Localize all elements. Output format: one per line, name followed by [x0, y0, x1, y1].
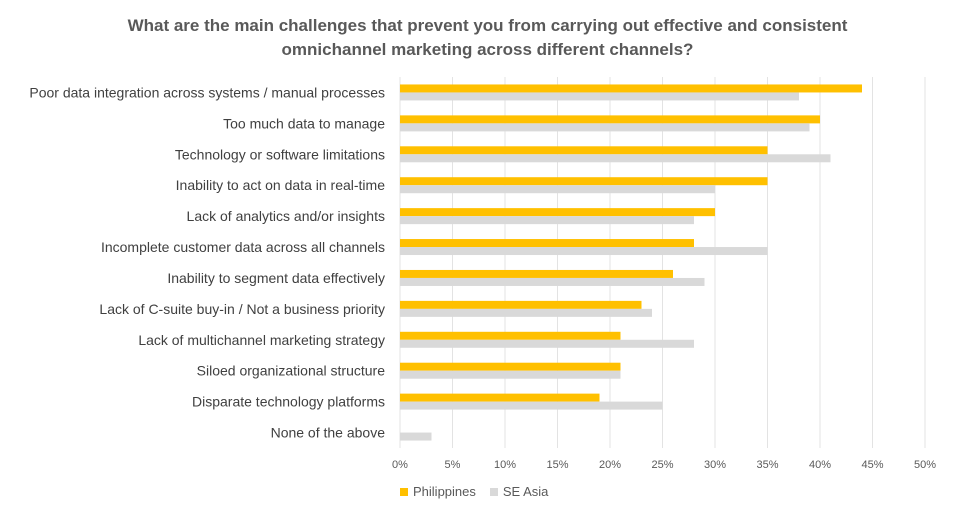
legend-item-philippines: Philippines [400, 484, 476, 499]
bar-philippines [400, 331, 621, 340]
category-label: Inability to act on data in real-time [176, 177, 386, 193]
chart-title-line: What are the main challenges that preven… [127, 16, 848, 35]
bar-se-asia [400, 154, 831, 163]
bar-philippines [400, 177, 768, 186]
x-tick-label: 30% [704, 459, 726, 471]
legend-swatch [489, 487, 498, 496]
x-tick-label: 45% [861, 459, 883, 471]
bar-philippines [400, 300, 642, 309]
x-tick-label: 10% [494, 459, 516, 471]
x-tick-label: 25% [651, 459, 673, 471]
category-label: Lack of C-suite buy-in / Not a business … [99, 301, 385, 317]
bar-philippines [400, 362, 621, 371]
bar-philippines [400, 269, 673, 278]
bar-se-asia [400, 247, 768, 256]
x-tick-label: 5% [445, 459, 461, 471]
bar-philippines [400, 115, 820, 124]
legend-item-se-asia: SE Asia [489, 484, 549, 499]
chart-title: What are the main challenges that preven… [0, 14, 975, 62]
legend: Philippines SE Asia [400, 484, 548, 499]
bar-philippines [400, 239, 694, 248]
category-label: Poor data integration across systems / m… [29, 84, 385, 100]
bar-se-asia [400, 308, 652, 317]
bar-se-asia [400, 432, 432, 441]
bar-se-asia [400, 401, 663, 410]
x-tick-label: 20% [599, 459, 621, 471]
bar-philippines [400, 84, 862, 93]
legend-label: SE Asia [502, 484, 549, 499]
bar-philippines [400, 208, 715, 217]
chart-title-line: omnichannel marketing across different c… [281, 40, 694, 59]
category-label: Technology or software limitations [175, 146, 385, 162]
bar-se-asia [400, 185, 715, 194]
legend-label: Philippines [413, 484, 476, 499]
bar-philippines [400, 146, 768, 155]
x-tick-label: 40% [809, 459, 831, 471]
category-label: Too much data to manage [223, 115, 385, 131]
category-label: None of the above [271, 425, 386, 441]
bar-se-asia [400, 370, 621, 379]
legend-swatch [400, 487, 408, 496]
x-tick-label: 15% [546, 459, 568, 471]
x-tick-label: 50% [914, 459, 936, 471]
bar-philippines [400, 393, 600, 402]
category-label: Disparate technology platforms [192, 394, 385, 410]
bar-se-asia [400, 92, 799, 101]
bar-se-asia [400, 339, 694, 348]
bar-se-asia [400, 277, 705, 286]
x-tick-label: 35% [756, 459, 778, 471]
category-label: Incomplete customer data across all chan… [101, 239, 385, 255]
bar-se-asia [400, 216, 694, 225]
category-label: Inability to segment data effectively [167, 270, 385, 286]
category-label: Lack of multichannel marketing strategy [138, 332, 385, 348]
category-label: Siloed organizational structure [197, 363, 386, 379]
category-label: Lack of analytics and/or insights [187, 208, 385, 224]
bar-se-asia [400, 123, 810, 132]
x-tick-label: 0% [392, 459, 408, 471]
